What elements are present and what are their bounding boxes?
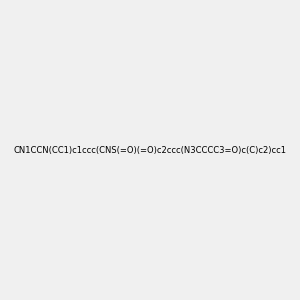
Text: CN1CCN(CC1)c1ccc(CNS(=O)(=O)c2ccc(N3CCCC3=O)c(C)c2)cc1: CN1CCN(CC1)c1ccc(CNS(=O)(=O)c2ccc(N3CCCC… (14, 146, 286, 154)
